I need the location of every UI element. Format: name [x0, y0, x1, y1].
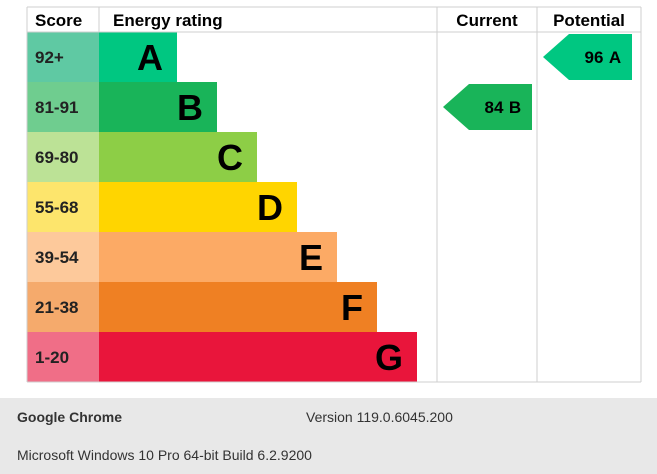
rating-letter-d: D: [257, 187, 283, 228]
potential-rating-arrow: [543, 34, 632, 80]
header-energy-rating: Energy rating: [113, 11, 223, 30]
score-cell-c: [27, 132, 99, 182]
browser-version: Version 119.0.6045.200: [306, 409, 453, 425]
rating-bar-g: [99, 332, 417, 382]
score-cell-e: [27, 232, 99, 282]
score-label-a: 92+: [35, 48, 64, 67]
score-label-e: 39-54: [35, 248, 79, 267]
score-cell-d: [27, 182, 99, 232]
potential-rating-band: A: [609, 48, 621, 67]
energy-rating-chart: Score Energy rating Current Potential 92+ A 81…: [26, 6, 642, 383]
rating-bar-d: [99, 182, 297, 232]
score-label-b: 81-91: [35, 98, 78, 117]
current-rating-band: B: [509, 98, 521, 117]
rating-letter-g: G: [375, 337, 403, 378]
system-info-footer: Google Chrome Version 119.0.6045.200 Mic…: [0, 398, 657, 474]
rating-bar-f: [99, 282, 377, 332]
rating-letter-f: F: [341, 287, 363, 328]
header-potential: Potential: [553, 11, 625, 30]
rating-bar-c: [99, 132, 257, 182]
header-score: Score: [35, 11, 82, 30]
rating-bar-e: [99, 232, 337, 282]
score-label-g: 1-20: [35, 348, 69, 367]
potential-rating-value: 96: [585, 48, 604, 67]
rating-letter-b: B: [177, 87, 203, 128]
operating-system: Microsoft Windows 10 Pro 64-bit Build 6.…: [17, 447, 312, 463]
browser-name: Google Chrome: [17, 409, 123, 425]
rating-letter-e: E: [299, 237, 323, 278]
rating-letter-c: C: [217, 137, 243, 178]
rating-bar-b: [99, 82, 217, 132]
current-rating-value: 84: [485, 98, 504, 117]
score-cell-f: [27, 282, 99, 332]
score-cell-g: [27, 332, 99, 382]
rating-letter-a: A: [137, 37, 163, 78]
rating-bar-a: [99, 32, 177, 82]
current-rating-arrow: [443, 84, 532, 130]
score-cell-a: [27, 32, 99, 82]
score-cell-b: [27, 82, 99, 132]
score-label-c: 69-80: [35, 148, 78, 167]
score-label-d: 55-68: [35, 198, 78, 217]
score-label-f: 21-38: [35, 298, 78, 317]
header-current: Current: [456, 11, 518, 30]
